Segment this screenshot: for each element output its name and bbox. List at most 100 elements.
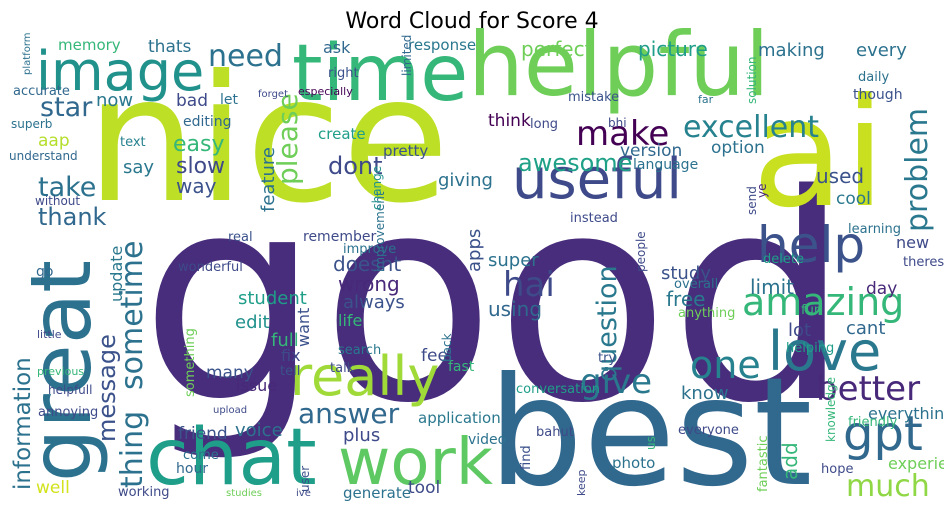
word: superb (11, 117, 52, 131)
word: really (290, 345, 439, 408)
word: add (778, 442, 802, 480)
word: previous (37, 365, 84, 378)
word: time (292, 29, 468, 119)
word: now (96, 90, 133, 111)
word: long (530, 117, 558, 132)
word: ive (296, 488, 311, 499)
word: limit (750, 275, 794, 299)
word: used (816, 164, 864, 188)
word: working (118, 485, 170, 500)
word: please (271, 93, 304, 185)
word: ye (755, 184, 769, 198)
word: one (690, 343, 761, 387)
word: give (580, 362, 652, 402)
word: people (634, 231, 648, 272)
word: answer (298, 397, 400, 430)
word: try (598, 351, 616, 366)
word: daily (858, 70, 889, 85)
word: upload (213, 405, 247, 416)
word: think (488, 111, 531, 131)
word: experience (888, 454, 944, 473)
word: way (176, 174, 217, 198)
word: instead (570, 211, 618, 226)
word: message (93, 334, 121, 442)
word: mistake (568, 90, 619, 105)
word: slow (176, 154, 225, 179)
word: solution (745, 56, 759, 104)
word: fun (801, 303, 822, 318)
word: plus (343, 425, 380, 446)
word: nice (86, 39, 449, 242)
word: thats (148, 37, 192, 57)
word: feature (258, 147, 279, 212)
word: generate (343, 484, 411, 502)
word: new (896, 233, 929, 252)
word: excellent (683, 110, 819, 145)
word: super (488, 250, 539, 271)
word: good (140, 134, 851, 466)
word: picture (638, 37, 708, 61)
word: especially (298, 85, 353, 98)
word: great (12, 260, 110, 482)
word: overall (674, 277, 718, 292)
word: video (468, 432, 506, 448)
word: editing (183, 114, 232, 130)
word: studies (226, 488, 262, 499)
word: hour (176, 461, 208, 477)
word: best (488, 346, 812, 509)
word: accurate (13, 84, 70, 99)
word: edit (235, 312, 270, 333)
word: understand (9, 149, 78, 163)
word: much (846, 469, 930, 504)
word: gpt (843, 406, 923, 462)
word: voice (235, 420, 283, 441)
word: find (519, 445, 534, 470)
word: using (488, 297, 542, 321)
word: image (36, 40, 204, 103)
word: fix (281, 346, 301, 365)
word: version (620, 141, 682, 161)
word: sometime (115, 241, 150, 390)
word: forget (258, 89, 288, 100)
word: perfect (521, 37, 593, 61)
word: cool (836, 189, 871, 209)
word: cant (846, 318, 885, 339)
word: take (38, 172, 96, 203)
word: apps (464, 229, 485, 272)
word: everything (868, 404, 944, 423)
word: star (40, 92, 93, 123)
word: information (10, 357, 36, 490)
word: wrong (338, 272, 400, 296)
word: study (661, 263, 711, 284)
word: memory (58, 36, 121, 54)
word: hai (503, 265, 555, 305)
word: help (757, 216, 865, 274)
word: create (318, 125, 366, 143)
word: though (853, 87, 903, 103)
word: chat (146, 413, 317, 503)
word: want (294, 308, 313, 347)
word: helping (786, 341, 834, 356)
word: learning (848, 222, 901, 237)
word: conversation (516, 382, 600, 397)
word: send (745, 186, 759, 215)
word: love (768, 320, 881, 383)
word: knowledge (824, 377, 838, 442)
word: bad (176, 91, 208, 111)
word: aap (38, 131, 70, 151)
word: limited (400, 35, 414, 76)
word: bahut (536, 425, 574, 440)
word: problem (900, 108, 935, 232)
word: fantastic (756, 436, 771, 492)
word: response (408, 36, 476, 54)
word: useful (512, 147, 682, 212)
word: always (343, 292, 405, 313)
word: day (866, 279, 897, 299)
word: let (220, 92, 239, 108)
word: us (644, 436, 658, 450)
word: far (698, 93, 714, 106)
word: ai (752, 67, 886, 241)
word: ask (323, 38, 351, 57)
word: every (856, 40, 907, 61)
